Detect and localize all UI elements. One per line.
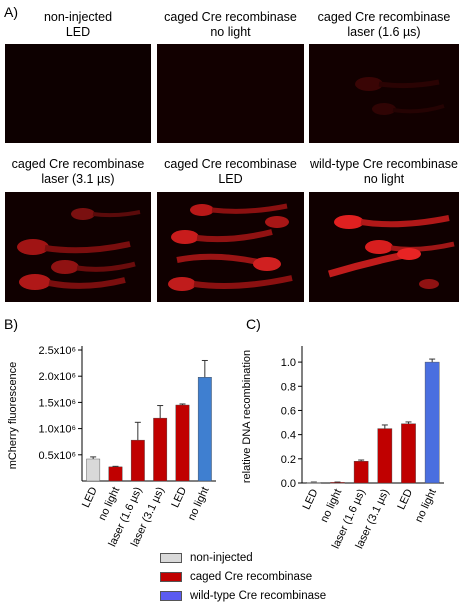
image-title: non-injected LED bbox=[43, 10, 113, 39]
bar bbox=[86, 458, 101, 482]
x-tick-label: no light bbox=[413, 487, 439, 524]
chart-mcherry-fluorescence: 0.5x10⁶ 1.0x10⁶ 1.5x10⁶ 2.0x10⁶ 2.5x10⁶ mCher… bbox=[7, 345, 216, 549]
bar bbox=[108, 466, 123, 482]
image-title: wild-type Cre recombinase no light bbox=[310, 157, 458, 186]
y-tick-label: 0.6 bbox=[281, 405, 296, 417]
legend-swatch bbox=[160, 591, 182, 601]
microscopy-image-caged-laser-3-1 bbox=[5, 192, 151, 302]
microscopy-image-caged-laser-1-6 bbox=[309, 44, 459, 143]
legend-item-wildtype: wild-type Cre recombinase bbox=[160, 590, 326, 602]
bar bbox=[153, 417, 168, 482]
x-tick-label: LED bbox=[301, 487, 321, 512]
chart-dna-recombination: 0.0 0.2 0.4 0.6 0.8 1.0 relative DNA recombina… bbox=[241, 346, 444, 550]
y-axis-label: mCherry fluorescence bbox=[7, 362, 19, 470]
y-tick-label: 1.0 bbox=[281, 357, 296, 369]
bar bbox=[197, 377, 212, 482]
legend-item-non-injected: non-injected bbox=[160, 552, 253, 564]
x-tick-label: no light bbox=[186, 485, 212, 522]
bar bbox=[424, 361, 440, 484]
x-tick-label: LED bbox=[80, 485, 100, 510]
microscopy-image-caged-no-light bbox=[157, 44, 304, 143]
legend-swatch bbox=[160, 553, 182, 563]
y-tick-label: 2.0x10⁶ bbox=[38, 371, 76, 383]
y-tick-label: 0.4 bbox=[281, 430, 296, 442]
y-tick-label: 1.5x10⁶ bbox=[38, 397, 76, 409]
microscopy-image-wildtype-no-light bbox=[309, 192, 459, 302]
image-title: caged Cre recombinase laser (3.1 µs) bbox=[11, 157, 145, 186]
y-tick-label: 0.5x10⁶ bbox=[38, 450, 76, 462]
y-tick-label: 1.0x10⁶ bbox=[38, 424, 76, 436]
legend-swatch bbox=[160, 572, 182, 582]
panel-a-label: A) bbox=[4, 4, 18, 20]
legend-item-caged: caged Cre recombinase bbox=[160, 571, 312, 583]
bar bbox=[377, 428, 393, 484]
image-title: caged Cre recombinase LED bbox=[164, 157, 297, 186]
x-tick-label: no light bbox=[318, 487, 344, 524]
bar bbox=[175, 404, 190, 482]
y-tick-label: 0.8 bbox=[281, 381, 296, 393]
bar bbox=[130, 439, 145, 482]
bar bbox=[401, 423, 416, 484]
x-tick-label: LED bbox=[395, 487, 415, 512]
microscopy-image-caged-led bbox=[157, 192, 304, 302]
x-tick-label: LED bbox=[169, 485, 189, 510]
panel-b-label: B) bbox=[4, 316, 18, 332]
y-axis-label: relative DNA recombination bbox=[241, 350, 253, 483]
panel-c-label: C) bbox=[246, 316, 261, 332]
y-tick-label: 2.5x10⁶ bbox=[38, 345, 76, 357]
image-title: caged Cre recombinase no light bbox=[164, 10, 297, 39]
y-tick-label: 0.0 bbox=[281, 478, 296, 490]
microscopy-image-non-injected bbox=[5, 44, 151, 143]
y-tick-label: 0.2 bbox=[281, 454, 296, 466]
image-title: caged Cre recombinase laser (1.6 µs) bbox=[317, 10, 451, 39]
bar bbox=[353, 461, 369, 484]
